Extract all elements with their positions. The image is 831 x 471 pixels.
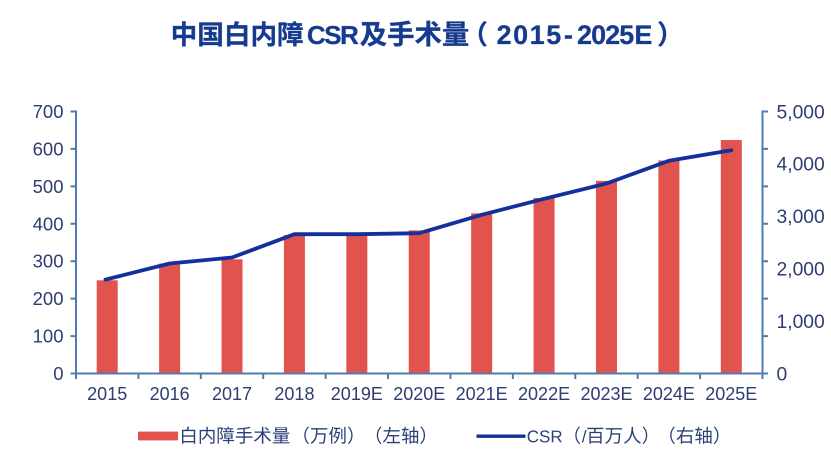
svg-text:0: 0 — [53, 363, 63, 384]
svg-text:200: 200 — [33, 288, 64, 309]
svg-text:2021E: 2021E — [456, 384, 508, 404]
svg-text:500: 500 — [33, 176, 64, 197]
svg-text:700: 700 — [33, 101, 64, 122]
svg-text:100: 100 — [33, 326, 64, 347]
svg-text:600: 600 — [33, 138, 64, 159]
svg-text:2016: 2016 — [150, 384, 190, 404]
svg-text:4,000: 4,000 — [777, 155, 825, 176]
svg-text:1,000: 1,000 — [777, 312, 825, 333]
svg-text:2023E: 2023E — [580, 384, 632, 404]
svg-text:3,000: 3,000 — [777, 207, 825, 228]
svg-text:2,000: 2,000 — [777, 260, 825, 281]
svg-text:2020E: 2020E — [393, 384, 445, 404]
svg-text:2015: 2015 — [87, 384, 127, 404]
svg-text:2025E: 2025E — [705, 384, 757, 404]
svg-text:400: 400 — [33, 213, 64, 234]
svg-text:2024E: 2024E — [643, 384, 695, 404]
svg-text:300: 300 — [33, 251, 64, 272]
svg-text:5,000: 5,000 — [777, 102, 825, 123]
svg-text:0: 0 — [777, 364, 788, 385]
svg-text:2018: 2018 — [274, 384, 314, 404]
svg-text:2017: 2017 — [212, 384, 252, 404]
svg-text:2022E: 2022E — [518, 384, 570, 404]
svg-text:2019E: 2019E — [331, 384, 383, 404]
